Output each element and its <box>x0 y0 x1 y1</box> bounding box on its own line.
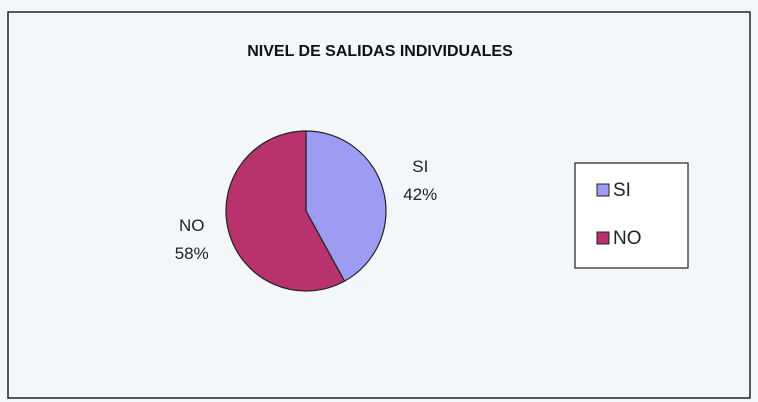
slice-value-label: 58% <box>175 244 209 263</box>
pie-slice <box>225 130 346 292</box>
chart-title: NIVEL DE SALIDAS INDIVIDUALES <box>247 43 513 60</box>
pie-slice <box>305 130 387 282</box>
legend-label: SI <box>613 180 631 201</box>
slice-label: NO <box>179 216 205 235</box>
legend-label: NO <box>613 228 642 249</box>
legend-swatch <box>596 231 610 245</box>
legend-swatch <box>596 183 610 197</box>
slice-label: SI <box>412 157 428 176</box>
legend-box <box>574 162 689 269</box>
slice-value-label: 42% <box>403 185 437 204</box>
